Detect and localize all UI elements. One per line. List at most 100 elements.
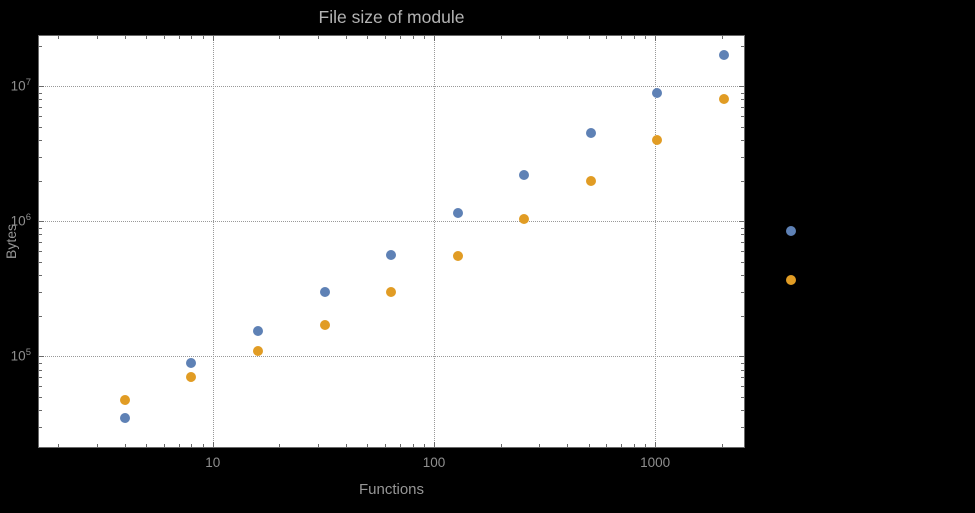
y-tick-mark: [741, 180, 744, 182]
y-tick-mark: [741, 234, 744, 236]
y-tick-mark: [741, 107, 744, 109]
y-tick-mark: [741, 156, 744, 158]
y-tick-mark: [39, 362, 42, 364]
x-tick-mark: [384, 36, 386, 39]
data-point-orange: [386, 287, 397, 298]
x-tick-mark: [163, 444, 165, 447]
y-tick-mark: [39, 45, 42, 47]
x-tick-mark: [345, 36, 347, 39]
data-point-orange: [119, 394, 130, 405]
y-tick-mark: [741, 427, 744, 429]
y-tick-mark: [741, 275, 744, 277]
y-tick-mark: [741, 386, 744, 388]
y-tick-base: 10: [10, 78, 26, 94]
x-tick-mark: [191, 36, 193, 39]
x-tick-mark: [721, 444, 723, 447]
x-tick-mark: [423, 36, 425, 39]
y-tick-mark: [741, 92, 744, 94]
y-tick-mark: [39, 369, 42, 371]
data-point-blue: [519, 170, 530, 181]
x-axis-label: Functions: [358, 481, 425, 498]
x-tick-mark: [212, 442, 214, 447]
x-tick-mark: [633, 444, 635, 447]
data-point-orange: [319, 320, 330, 331]
data-point-blue: [252, 325, 263, 336]
x-tick-mark: [97, 36, 99, 39]
y-tick-mark: [39, 180, 42, 182]
x-tick-mark: [412, 444, 414, 447]
y-tick-mark: [39, 275, 42, 277]
y-tick-mark: [39, 127, 42, 128]
y-tick-mark: [39, 410, 42, 412]
x-tick-mark: [606, 36, 608, 39]
x-tick-mark: [721, 36, 723, 39]
x-tick-mark: [500, 36, 502, 39]
x-tick-mark: [367, 36, 369, 39]
x-tick-mark: [345, 444, 347, 447]
grid-line-vertical: [212, 36, 214, 447]
data-point-orange: [652, 135, 663, 146]
y-tick-label: 107: [10, 77, 31, 94]
data-point-orange: [252, 345, 263, 356]
y-tick-mark: [741, 397, 744, 399]
data-point-orange: [785, 274, 796, 285]
x-tick-mark: [620, 36, 622, 39]
grid-line-vertical: [655, 36, 657, 447]
y-tick-mark: [39, 315, 42, 317]
data-point-blue: [319, 287, 330, 298]
y-tick-mark: [739, 86, 744, 88]
y-tick-mark: [741, 369, 744, 371]
x-tick-mark: [146, 36, 148, 39]
x-tick-mark: [655, 442, 657, 447]
y-tick-mark: [741, 116, 744, 118]
data-point-blue: [386, 250, 397, 261]
x-tick-mark: [58, 36, 60, 39]
x-tick-mark: [539, 444, 541, 447]
x-tick-mark: [163, 36, 165, 39]
y-tick-mark: [741, 377, 744, 379]
y-tick-mark: [39, 377, 42, 379]
y-tick-mark: [39, 140, 42, 142]
x-tick-mark: [633, 36, 635, 39]
y-tick-mark: [39, 427, 42, 429]
y-tick-mark: [39, 99, 42, 101]
y-tick-mark: [741, 315, 744, 317]
y-tick-label: 106: [10, 212, 31, 229]
y-tick-mark: [739, 221, 744, 223]
x-tick-mark: [58, 444, 60, 447]
x-tick-mark: [178, 36, 180, 39]
y-tick-base: 10: [10, 213, 26, 229]
x-tick-mark: [318, 444, 320, 447]
x-tick-mark: [500, 444, 502, 447]
y-tick-mark: [39, 116, 42, 118]
x-tick-mark: [655, 36, 657, 41]
y-tick-mark: [39, 386, 42, 388]
y-tick-exponent: 7: [25, 77, 31, 89]
y-tick-mark: [39, 86, 44, 88]
x-tick-mark: [433, 36, 435, 41]
x-tick-mark: [318, 36, 320, 39]
data-point-orange: [519, 213, 530, 224]
x-tick-mark: [399, 444, 401, 447]
data-point-blue: [652, 87, 663, 98]
x-tick-mark: [399, 36, 401, 39]
data-point-blue: [186, 357, 197, 368]
y-tick-exponent: 6: [25, 212, 31, 224]
x-tick-mark: [620, 444, 622, 447]
x-tick-mark: [367, 444, 369, 447]
grid-line-horizontal: [39, 221, 744, 223]
y-tick-mark: [39, 227, 42, 229]
y-tick-label: 105: [10, 348, 31, 364]
data-point-orange: [452, 251, 463, 262]
y-tick-mark: [39, 234, 42, 236]
y-tick-base: 10: [10, 348, 26, 364]
y-tick-mark: [741, 362, 744, 364]
y-tick-mark: [741, 262, 744, 264]
y-tick-mark: [741, 242, 744, 244]
y-tick-mark: [39, 292, 42, 294]
x-tick-mark: [124, 444, 126, 447]
x-tick-label: 1000: [640, 455, 671, 470]
y-tick-mark: [739, 356, 744, 358]
grid-line-horizontal: [39, 86, 744, 88]
